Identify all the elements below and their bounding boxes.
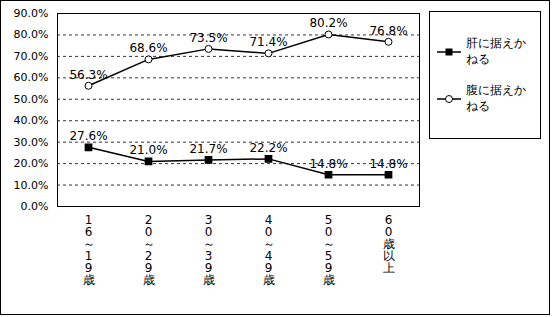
svg-text:71.4%: 71.4% [249, 35, 287, 49]
svg-text:27.6%: 27.6% [69, 129, 107, 143]
svg-text:56.3%: 56.3% [69, 68, 107, 82]
html-text:肝に据えかねる: 肝に据えかねる [466, 36, 526, 66]
svg-text:16～19歳: 16～19歳 [83, 213, 95, 287]
svg-text:50～59歳: 50～59歳 [323, 213, 335, 287]
svg-text:20.0%: 20.0% [14, 157, 49, 170]
svg-text:30.0%: 30.0% [14, 136, 49, 149]
svg-text:76.8%: 76.8% [369, 24, 407, 38]
svg-text:14.8%: 14.8% [309, 157, 347, 171]
svg-text:0.0%: 0.0% [21, 200, 49, 213]
svg-text:60.0%: 60.0% [14, 71, 49, 84]
svg-text:14.8%: 14.8% [369, 157, 407, 171]
svg-text:80.0%: 80.0% [14, 28, 49, 41]
svg-text:68.6%: 68.6% [129, 41, 167, 55]
svg-text:30～39歳: 30～39歳 [203, 213, 215, 287]
svg-text:21.7%: 21.7% [189, 142, 227, 156]
svg-text:80.2%: 80.2% [309, 16, 347, 30]
html-text:腹に据えかねる: 腹に据えかねる [466, 83, 526, 113]
svg-text:20～29歳: 20～29歳 [143, 213, 155, 287]
svg-text:10.0%: 10.0% [14, 179, 49, 192]
svg-text:60歳以上: 60歳以上 [383, 213, 395, 275]
svg-text:50.0%: 50.0% [14, 93, 49, 106]
svg-text:40.0%: 40.0% [14, 114, 49, 127]
svg-text:21.0%: 21.0% [129, 143, 167, 157]
svg-text:22.2%: 22.2% [249, 141, 287, 155]
svg-text:73.5%: 73.5% [189, 31, 227, 45]
svg-text:40～49歳: 40～49歳 [263, 213, 275, 287]
svg-text:70.0%: 70.0% [14, 50, 49, 63]
svg-text:90.0%: 90.0% [14, 7, 49, 20]
